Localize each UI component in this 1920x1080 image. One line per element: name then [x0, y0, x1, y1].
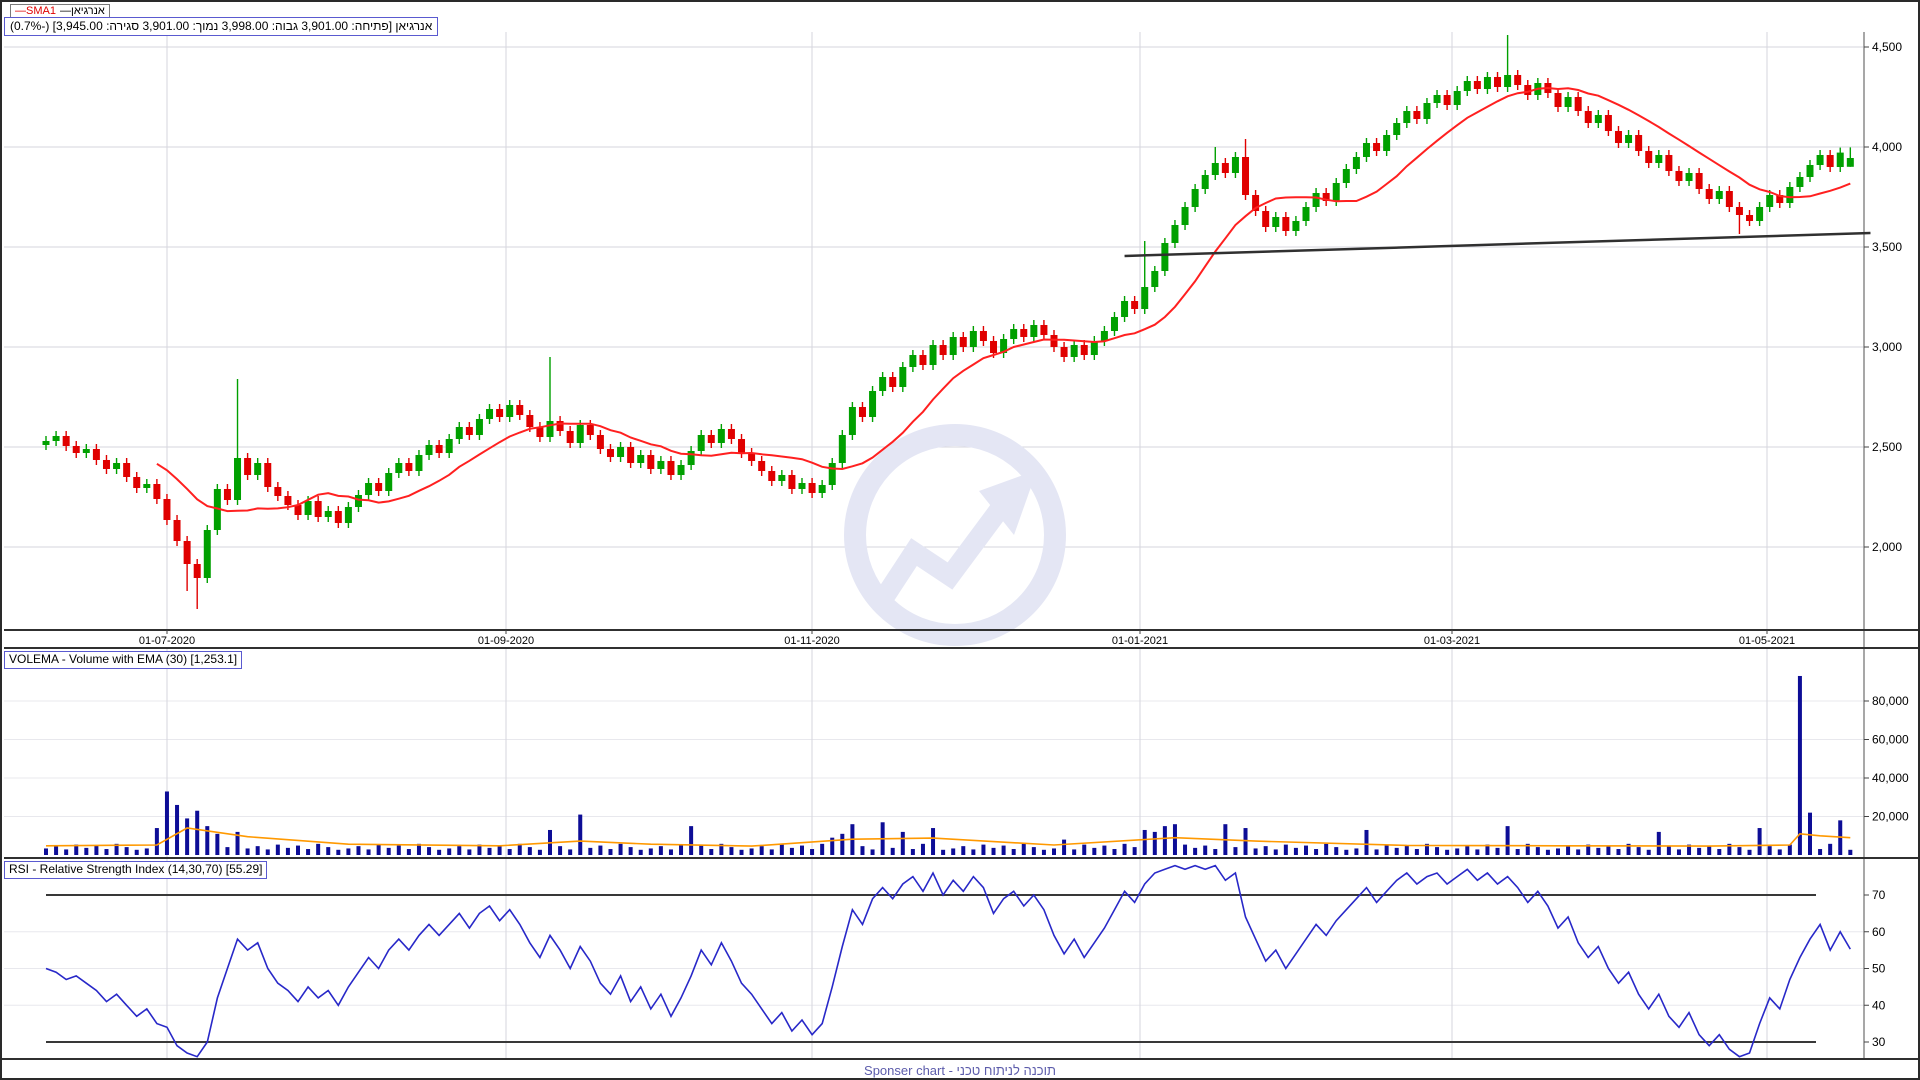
- volume-bars-layer: [44, 675, 1853, 855]
- volume-indicator-label[interactable]: VOLEMA - Volume with EMA (30) [1,253.1]: [4, 651, 243, 669]
- y-axis-label: 4,500: [1872, 40, 1902, 54]
- gridlines-layer: [4, 32, 1864, 1058]
- rsi-line: [45, 864, 1851, 1058]
- y-axis-label: 3,000: [1872, 340, 1902, 354]
- watermark-logo: [844, 424, 1066, 646]
- x-axis-label: 01-01-2021: [1112, 635, 1168, 647]
- y-axis-label: 2,000: [1872, 540, 1902, 554]
- y-axis-label: 80,000: [1872, 694, 1909, 708]
- y-axis-label: 2,500: [1872, 440, 1902, 454]
- ohlc-info-bar: אנרגיאן [פתיחה: 3,901.00 גבוה: 3,998.00 …: [4, 17, 439, 36]
- sma-line: [156, 86, 1851, 513]
- legend-series-name: —אנרגיאן: [59, 5, 105, 17]
- x-axis-label: 01-03-2021: [1424, 635, 1480, 647]
- y-axis-label: 50: [1872, 962, 1886, 976]
- volume-ema-line: [45, 827, 1851, 847]
- panel-borders: [4, 32, 1918, 1058]
- rsi-indicator-label[interactable]: RSI - Relative Strength Index (14,30,70)…: [4, 861, 268, 879]
- y-axis-label: 60,000: [1872, 733, 1909, 747]
- x-axis-label: 01-05-2021: [1739, 635, 1795, 647]
- y-axis-label: 20,000: [1872, 810, 1909, 824]
- legend-sma1: —SMA1: [15, 5, 56, 17]
- trendline: [1124, 231, 1871, 258]
- y-axis-label: 30: [1872, 1035, 1886, 1049]
- x-axis-label: 01-11-2020: [784, 635, 839, 647]
- axis-labels: 4,500 4,000 3,500 3,000 2,500 2,000 80,000 60,0…: [1864, 40, 1909, 1049]
- x-axis-label: 01-09-2020: [478, 635, 534, 647]
- x-axis-label: 01-07-2020: [139, 635, 195, 647]
- date-axis: 01-07-2020 01-09-2020 01-11-2020 01-01-2021…: [139, 630, 1795, 647]
- rsi-levels: [46, 894, 1816, 1043]
- candles-layer: [42, 35, 1854, 609]
- y-axis-label: 40: [1872, 998, 1886, 1012]
- y-axis-label: 3,500: [1872, 240, 1902, 254]
- y-axis-label: 40,000: [1872, 771, 1909, 785]
- status-bar: Sponser chart - תוכנה לניתוח טכני: [2, 1058, 1918, 1078]
- y-axis-label: 60: [1872, 925, 1886, 939]
- y-axis-label: 4,000: [1872, 140, 1902, 154]
- y-axis-label: 70: [1872, 888, 1886, 902]
